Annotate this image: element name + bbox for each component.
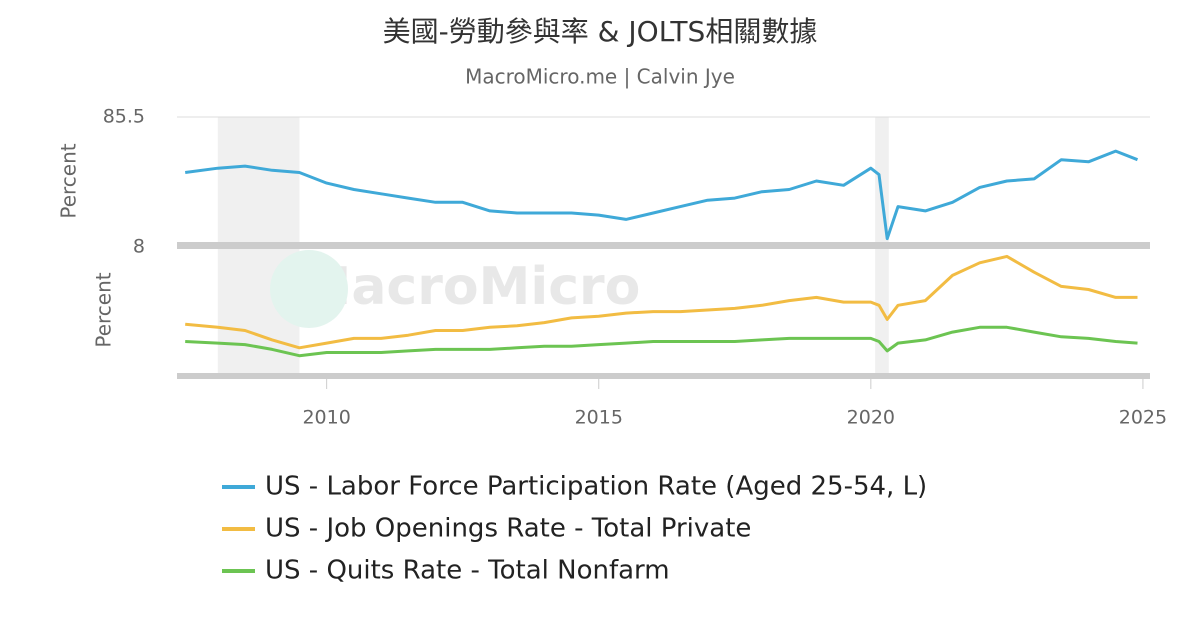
x-tick-label: 2010 bbox=[302, 407, 350, 429]
legend-label: US - Labor Force Participation Rate (Age… bbox=[265, 472, 927, 502]
x-tick-label: 2020 bbox=[847, 407, 895, 429]
x-tick-label: 2025 bbox=[1119, 407, 1167, 429]
y-tick-label: 85.5 bbox=[103, 106, 145, 128]
series-line bbox=[185, 325, 1138, 358]
watermark-logo bbox=[270, 250, 348, 328]
legend-label: US - Quits Rate - Total Nonfarm bbox=[265, 556, 670, 586]
panel-axis bbox=[177, 373, 1150, 379]
y2-axis-label: Percent bbox=[92, 272, 116, 347]
series-line bbox=[185, 254, 1138, 350]
watermark: MacroMicro bbox=[300, 257, 641, 317]
y2-tick-label: 8 bbox=[133, 236, 145, 258]
series-line bbox=[185, 149, 1139, 241]
chart-subtitle: MacroMicro.me | Calvin Jye bbox=[465, 65, 735, 89]
legend-label: US - Job Openings Rate - Total Private bbox=[265, 514, 751, 544]
chart-title: 美國-勞動參與率 & JOLTS相關數據 bbox=[383, 15, 818, 48]
x-tick-label: 2015 bbox=[575, 407, 623, 429]
panel-axis bbox=[177, 242, 1150, 249]
y-axis-label: Percent bbox=[57, 143, 81, 218]
